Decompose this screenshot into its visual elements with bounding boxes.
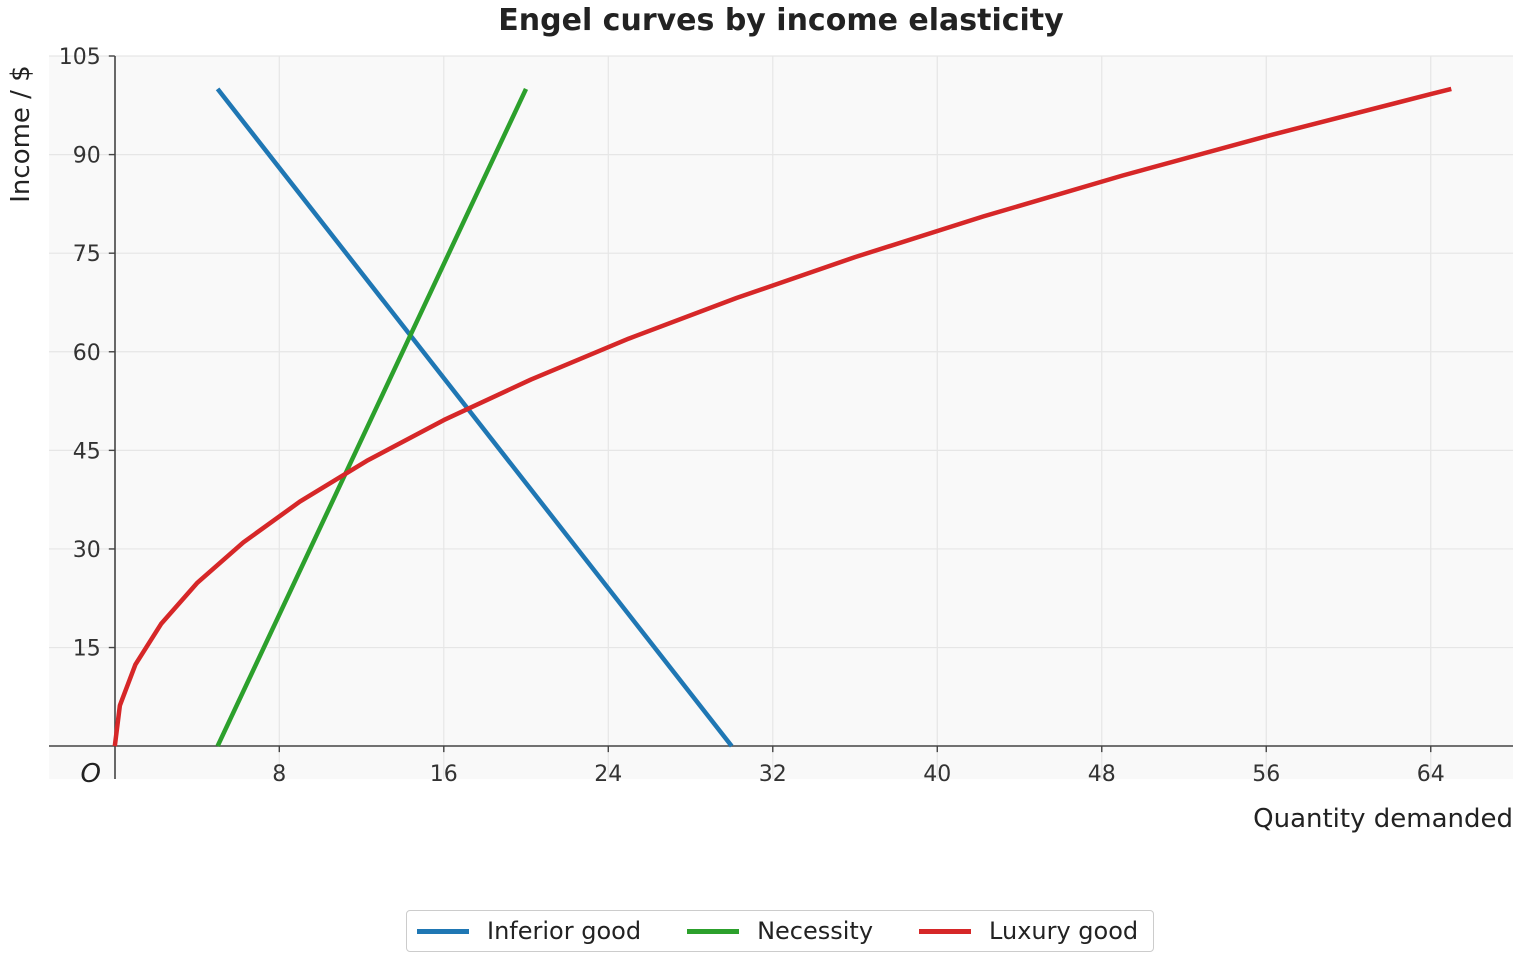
legend: Inferior good Necessity Luxury good — [406, 910, 1154, 952]
axes — [49, 56, 1513, 779]
x-tick-label: 48 — [1088, 762, 1116, 787]
legend-label-necessity: Necessity — [757, 917, 874, 945]
y-tick-label: 90 — [73, 144, 101, 169]
y-tick-label: 60 — [73, 341, 101, 366]
x-tick-label: 8 — [272, 762, 286, 787]
x-axis-label: Quantity demanded — [1253, 804, 1513, 834]
grid — [49, 55, 1513, 779]
legend-swatch-luxury-good — [919, 928, 972, 934]
y-axis-label: Income / $ — [6, 65, 36, 203]
legend-label-inferior-good: Inferior good — [487, 917, 642, 945]
legend-swatch-inferior-good — [417, 928, 469, 934]
series-line-luxury-good — [112, 86, 1452, 747]
plot-background — [49, 56, 1513, 779]
legend-item-necessity: Necessity — [687, 917, 873, 945]
series-line-necessity — [215, 87, 529, 748]
ticks: 8 16 24 32 40 48 56 64 15 30 45 60 75 90 105 — [59, 45, 1445, 787]
legend-item-luxury-good: Luxury good — [919, 917, 1138, 945]
chart-title: Engel curves by income elasticity — [498, 3, 1064, 38]
x-tick-label: 40 — [923, 762, 951, 787]
origin-label: O — [81, 759, 101, 789]
series — [112, 86, 1452, 748]
series-line-inferior-good — [215, 87, 734, 748]
x-tick-label: 56 — [1252, 762, 1280, 787]
legend-item-inferior-good: Inferior good — [417, 917, 641, 945]
y-tick-label: 75 — [73, 242, 101, 267]
x-tick-label: 24 — [594, 762, 622, 787]
x-tick-label: 16 — [430, 762, 458, 787]
y-tick-label: 45 — [73, 439, 101, 464]
y-tick-label: 105 — [59, 45, 101, 70]
x-tick-label: 64 — [1417, 762, 1445, 787]
y-tick-label: 15 — [73, 637, 101, 662]
legend-label-luxury-good: Luxury good — [989, 917, 1139, 945]
legend-swatch-necessity — [687, 928, 740, 934]
y-tick-label: 30 — [73, 538, 101, 563]
x-tick-label: 32 — [759, 762, 787, 787]
